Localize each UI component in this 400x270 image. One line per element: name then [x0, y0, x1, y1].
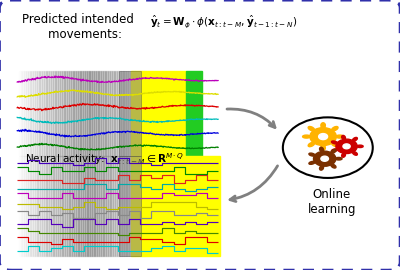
- Bar: [24, 71, 26, 156]
- Bar: [122, 156, 124, 256]
- Bar: [72, 71, 74, 156]
- Bar: [69, 71, 71, 156]
- Bar: [134, 156, 136, 256]
- Bar: [17, 71, 19, 156]
- Bar: [106, 71, 108, 156]
- Bar: [121, 71, 122, 156]
- Bar: [21, 71, 22, 156]
- Ellipse shape: [308, 142, 314, 147]
- Bar: [142, 71, 144, 156]
- Bar: [114, 71, 116, 156]
- Bar: [42, 156, 44, 256]
- Bar: [144, 156, 145, 256]
- Bar: [40, 156, 42, 256]
- Bar: [118, 156, 120, 256]
- Ellipse shape: [352, 137, 357, 141]
- Bar: [150, 156, 152, 256]
- Bar: [30, 71, 31, 156]
- Circle shape: [314, 151, 336, 166]
- Circle shape: [319, 134, 328, 140]
- Ellipse shape: [332, 149, 337, 152]
- Bar: [53, 71, 55, 156]
- Bar: [115, 156, 117, 256]
- Bar: [53, 156, 54, 256]
- Bar: [65, 71, 67, 156]
- Bar: [131, 156, 220, 256]
- Bar: [70, 156, 72, 256]
- Bar: [30, 156, 31, 256]
- Bar: [119, 71, 121, 156]
- Ellipse shape: [332, 142, 338, 147]
- Bar: [88, 71, 90, 156]
- Bar: [149, 156, 150, 256]
- Ellipse shape: [332, 141, 337, 144]
- Bar: [38, 156, 40, 256]
- Bar: [33, 156, 35, 256]
- Bar: [87, 71, 88, 156]
- Bar: [22, 71, 24, 156]
- Bar: [103, 71, 105, 156]
- Bar: [19, 71, 21, 156]
- Bar: [83, 71, 85, 156]
- Bar: [108, 71, 110, 156]
- Bar: [17, 156, 220, 256]
- Bar: [60, 156, 62, 256]
- Bar: [72, 156, 74, 256]
- Ellipse shape: [320, 147, 324, 152]
- Bar: [133, 71, 135, 156]
- Bar: [62, 156, 63, 256]
- Ellipse shape: [352, 152, 357, 155]
- Bar: [151, 71, 153, 156]
- Bar: [78, 156, 79, 256]
- Bar: [110, 156, 112, 256]
- Bar: [131, 71, 186, 156]
- Bar: [128, 156, 129, 256]
- Bar: [67, 71, 69, 156]
- Bar: [116, 71, 117, 156]
- Bar: [140, 71, 142, 156]
- Bar: [133, 156, 134, 256]
- Bar: [81, 156, 83, 256]
- Bar: [38, 71, 40, 156]
- Circle shape: [310, 128, 336, 146]
- Bar: [76, 71, 78, 156]
- Bar: [128, 71, 130, 156]
- Bar: [122, 71, 124, 156]
- Bar: [112, 156, 113, 256]
- Bar: [21, 156, 22, 256]
- Bar: [48, 71, 49, 156]
- Bar: [31, 156, 33, 256]
- Bar: [55, 71, 56, 156]
- Bar: [98, 71, 99, 156]
- Bar: [126, 156, 128, 256]
- Bar: [64, 71, 65, 156]
- Bar: [62, 71, 64, 156]
- Bar: [37, 71, 38, 156]
- Bar: [135, 71, 137, 156]
- Bar: [49, 71, 51, 156]
- Bar: [144, 71, 146, 156]
- Bar: [131, 156, 133, 256]
- Ellipse shape: [357, 145, 363, 147]
- Circle shape: [336, 139, 357, 154]
- Bar: [17, 71, 220, 156]
- Bar: [156, 71, 158, 156]
- Ellipse shape: [320, 166, 324, 170]
- Bar: [186, 71, 202, 156]
- Bar: [60, 71, 62, 156]
- Bar: [99, 156, 101, 256]
- Bar: [76, 156, 78, 256]
- Ellipse shape: [321, 123, 325, 128]
- Bar: [26, 71, 28, 156]
- Bar: [124, 71, 126, 156]
- Bar: [67, 156, 69, 256]
- Ellipse shape: [321, 145, 325, 150]
- Bar: [90, 156, 92, 256]
- Bar: [137, 71, 139, 156]
- Ellipse shape: [309, 161, 315, 164]
- Bar: [94, 71, 96, 156]
- Bar: [148, 71, 149, 156]
- Ellipse shape: [342, 153, 346, 157]
- Bar: [24, 156, 26, 256]
